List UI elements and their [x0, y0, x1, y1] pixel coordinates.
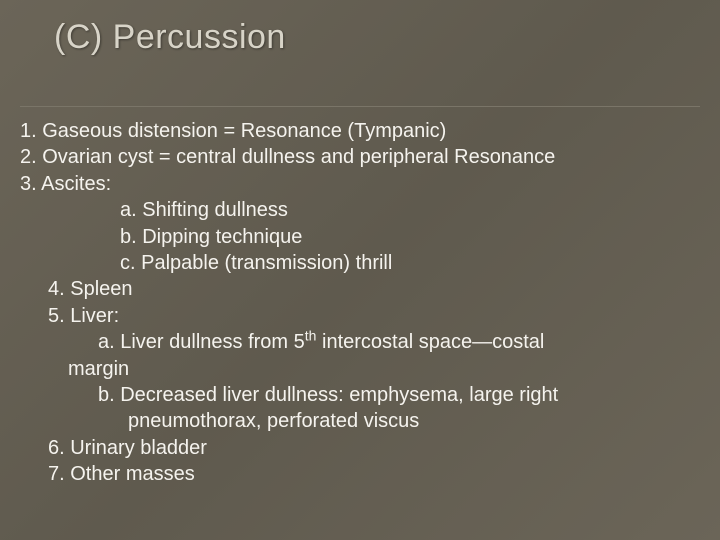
- slide-container: (C) Percussion 1. Gaseous distension = R…: [0, 0, 720, 540]
- item-3: 3. Ascites:: [20, 171, 700, 197]
- item-5: 5. Liver:: [48, 303, 700, 329]
- item-2: 2. Ovarian cyst = central dullness and p…: [20, 144, 700, 170]
- item-5a-cont: margin: [68, 356, 700, 382]
- item-3a: a. Shifting dullness: [120, 197, 700, 223]
- item-1: 1. Gaseous distension = Resonance (Tympa…: [20, 118, 700, 144]
- slide-title: (C) Percussion: [54, 18, 692, 57]
- item-5a-post: intercostal space—costal: [316, 331, 544, 353]
- item-5b: b. Decreased liver dullness: emphysema, …: [98, 382, 700, 408]
- item-6: 6. Urinary bladder: [48, 435, 700, 461]
- item-5b-cont: pneumothorax, perforated viscus: [128, 408, 700, 434]
- item-3b: b. Dipping technique: [120, 224, 700, 250]
- item-5a-pre: a. Liver dullness from 5: [98, 331, 305, 353]
- item-5a-sup: th: [305, 327, 317, 343]
- slide-body: 1. Gaseous distension = Resonance (Tympa…: [20, 118, 700, 487]
- item-5a: a. Liver dullness from 5th intercostal s…: [98, 329, 700, 355]
- item-3c: c. Palpable (transmission) thrill: [120, 250, 700, 276]
- title-divider: [20, 106, 700, 107]
- item-7: 7. Other masses: [48, 461, 700, 487]
- item-4: 4. Spleen: [48, 276, 700, 302]
